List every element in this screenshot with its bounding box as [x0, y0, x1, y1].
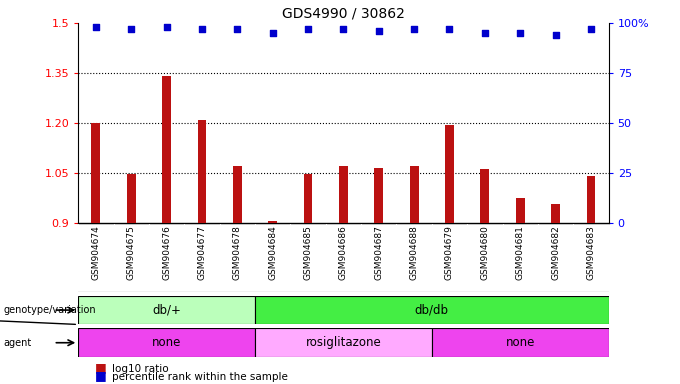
- Text: GSM904686: GSM904686: [339, 225, 348, 280]
- Text: GSM904676: GSM904676: [162, 225, 171, 280]
- Text: GSM904678: GSM904678: [233, 225, 242, 280]
- Text: GSM904687: GSM904687: [374, 225, 384, 280]
- Point: [232, 26, 243, 32]
- Text: GSM904682: GSM904682: [551, 225, 560, 280]
- Bar: [409, 166, 418, 223]
- Bar: [445, 124, 454, 223]
- Point: [197, 26, 207, 32]
- Text: ■: ■: [95, 361, 107, 374]
- Point: [409, 26, 420, 32]
- Text: GSM904683: GSM904683: [586, 225, 596, 280]
- Bar: [255, 296, 609, 324]
- Text: GSM904680: GSM904680: [480, 225, 490, 280]
- Point: [126, 26, 137, 32]
- Bar: [432, 328, 609, 357]
- Text: ■: ■: [95, 369, 107, 382]
- Text: none: none: [505, 336, 535, 349]
- Point: [550, 32, 561, 38]
- Text: rosiglitazone: rosiglitazone: [305, 336, 381, 349]
- Bar: [233, 166, 242, 223]
- Point: [479, 30, 490, 36]
- Text: GSM904685: GSM904685: [303, 225, 313, 280]
- Text: none: none: [152, 336, 182, 349]
- Bar: [255, 328, 432, 357]
- Point: [585, 26, 596, 32]
- Bar: [268, 221, 277, 223]
- Point: [161, 24, 172, 30]
- Point: [338, 26, 349, 32]
- Text: GSM904674: GSM904674: [91, 225, 101, 280]
- Bar: [303, 174, 312, 223]
- Bar: [126, 174, 135, 223]
- Text: GSM904681: GSM904681: [515, 225, 525, 280]
- Title: GDS4990 / 30862: GDS4990 / 30862: [282, 7, 405, 20]
- Text: db/db: db/db: [415, 304, 449, 316]
- Bar: [515, 198, 525, 223]
- Text: GSM904677: GSM904677: [197, 225, 207, 280]
- Bar: [339, 166, 347, 223]
- Point: [444, 26, 455, 32]
- Text: percentile rank within the sample: percentile rank within the sample: [112, 372, 288, 382]
- Text: agent: agent: [3, 338, 32, 348]
- Bar: [197, 119, 206, 223]
- Bar: [480, 169, 489, 223]
- Bar: [586, 176, 595, 223]
- Text: GSM904684: GSM904684: [268, 225, 277, 280]
- Point: [303, 26, 313, 32]
- Point: [515, 30, 526, 36]
- Bar: [78, 328, 255, 357]
- Point: [373, 28, 384, 34]
- Text: GSM904675: GSM904675: [126, 225, 136, 280]
- Bar: [91, 123, 101, 223]
- Bar: [551, 204, 560, 223]
- Bar: [78, 296, 255, 324]
- Bar: [162, 76, 171, 223]
- Text: log10 ratio: log10 ratio: [112, 364, 169, 374]
- Bar: [374, 169, 383, 223]
- Text: db/+: db/+: [152, 304, 181, 316]
- Point: [267, 30, 278, 36]
- Text: genotype/variation: genotype/variation: [3, 305, 96, 315]
- Text: GSM904679: GSM904679: [445, 225, 454, 280]
- Point: [90, 24, 101, 30]
- Text: GSM904688: GSM904688: [409, 225, 419, 280]
